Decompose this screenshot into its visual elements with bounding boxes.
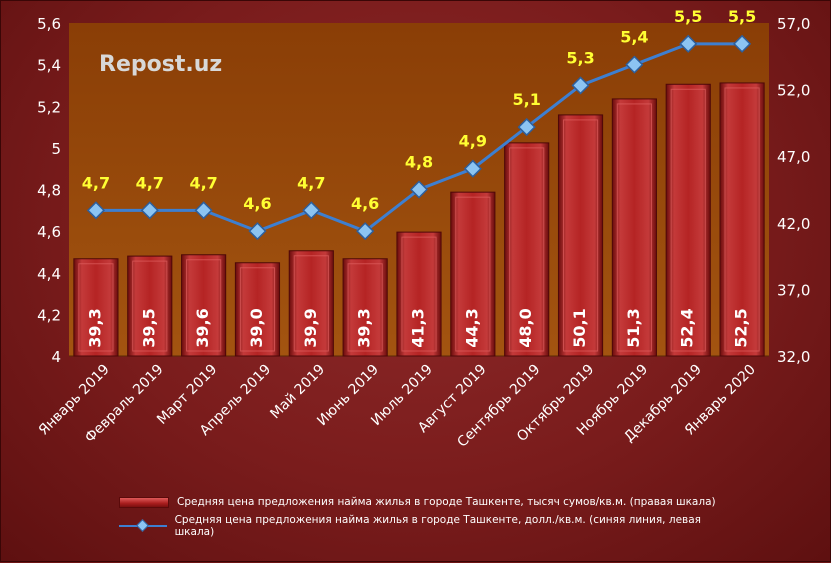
bar-value-label: 39,3 — [355, 308, 374, 347]
line-point-marker — [86, 201, 105, 220]
legend-line-label: Средняя цена предложения найма жилья в г… — [174, 514, 701, 538]
bar-value-label: 39,5 — [139, 308, 158, 347]
line-value-label: 5,1 — [513, 90, 541, 109]
line-point-marker — [194, 201, 213, 220]
bar — [611, 98, 657, 357]
bar-value-label: 52,5 — [732, 308, 751, 347]
legend-line-swatch — [119, 521, 167, 531]
bar-value-label: 52,4 — [678, 308, 697, 347]
right-tick-label: 57,0 — [777, 15, 810, 33]
bar — [665, 83, 711, 357]
line-value-label: 5,3 — [566, 48, 594, 67]
bar-inner-bevel — [293, 255, 329, 352]
line-value-label: 5,5 — [728, 7, 756, 26]
legend-bar-label: Средняя цена предложения найма жилья в г… — [177, 496, 716, 508]
bar — [127, 255, 173, 357]
left-tick-label: 4,8 — [37, 182, 61, 200]
bar-inner-bevel — [401, 236, 437, 352]
line-point-marker — [463, 159, 482, 178]
left-tick-label: 5,4 — [37, 57, 61, 75]
line-value-label: 4,7 — [297, 173, 325, 192]
bar-inner-bevel — [562, 119, 599, 352]
bar — [73, 258, 119, 357]
line-point-marker — [517, 118, 536, 137]
line-point-marker — [140, 201, 159, 220]
line-value-label: 4,8 — [405, 153, 433, 172]
bar-inner-bevel — [670, 88, 706, 352]
legend-item-bar: Средняя цена предложения найма жилья в г… — [119, 493, 716, 511]
legend-bar-swatch — [119, 496, 169, 508]
line-point-marker — [356, 222, 375, 241]
left-tick-label: 5,2 — [37, 98, 61, 116]
line-point-marker — [302, 201, 321, 220]
bar-inner-bevel — [78, 263, 114, 352]
bar — [504, 142, 550, 357]
bar — [234, 262, 281, 357]
line-value-label: 4,9 — [459, 132, 487, 151]
right-tick-label: 42,0 — [777, 215, 810, 233]
bar-inner-bevel — [186, 259, 222, 352]
bar — [557, 114, 604, 357]
bar-value-label: 39,6 — [193, 308, 212, 347]
bar-inner-bevel — [616, 103, 652, 352]
line-value-label: 4,7 — [136, 173, 164, 192]
line-value-label: 5,4 — [620, 28, 648, 47]
bar — [181, 254, 227, 357]
line-value-label: 4,6 — [243, 194, 271, 213]
line-value-label: 4,7 — [189, 173, 217, 192]
left-tick-label: 5,6 — [37, 15, 61, 33]
bar-value-label: 51,3 — [624, 308, 643, 347]
left-tick-label: 4,4 — [37, 265, 61, 283]
bar-value-label: 48,0 — [516, 308, 535, 347]
line-value-label: 5,5 — [674, 7, 702, 26]
bar-inner-bevel — [132, 260, 168, 352]
bar — [719, 82, 765, 357]
bar-value-label: 44,3 — [462, 308, 481, 347]
bar-inner-bevel — [455, 196, 491, 352]
right-tick-label: 52,0 — [777, 82, 810, 100]
line-value-label: 4,6 — [351, 194, 379, 213]
legend-item-line: Средняя цена предложения найма жилья в г… — [119, 514, 739, 538]
line-point-marker — [248, 222, 267, 241]
bar-inner-bevel — [347, 263, 383, 352]
bar-value-label: 50,1 — [570, 308, 589, 347]
bar-value-label: 39,0 — [247, 308, 266, 347]
bar — [342, 258, 388, 357]
bar — [450, 191, 496, 357]
right-tick-label: 37,0 — [777, 281, 810, 299]
bar-value-label: 39,3 — [85, 308, 104, 347]
left-tick-label: 5 — [51, 140, 61, 158]
line-point-marker — [409, 180, 429, 199]
bar-inner-bevel — [509, 147, 545, 352]
left-tick-label: 4,2 — [37, 306, 61, 324]
bar-value-label: 39,9 — [301, 308, 320, 347]
left-tick-label: 4,6 — [37, 223, 61, 241]
watermark-text: Repost.uz — [99, 52, 222, 77]
line-point-marker — [733, 34, 752, 53]
line-point-marker — [679, 34, 698, 53]
line-point-marker — [625, 55, 644, 74]
right-tick-label: 32,0 — [777, 348, 810, 366]
legend: Средняя цена предложения найма жилья в г… — [119, 485, 739, 545]
bar-inner-bevel — [239, 267, 276, 352]
left-tick-label: 4 — [51, 348, 61, 366]
line-value-label: 4,7 — [82, 173, 110, 192]
right-tick-label: 47,0 — [777, 148, 810, 166]
bar — [396, 231, 442, 357]
bar — [288, 250, 334, 357]
bar-value-label: 41,3 — [409, 308, 428, 347]
bar-inner-bevel — [724, 87, 760, 352]
line-point-marker — [571, 76, 590, 95]
